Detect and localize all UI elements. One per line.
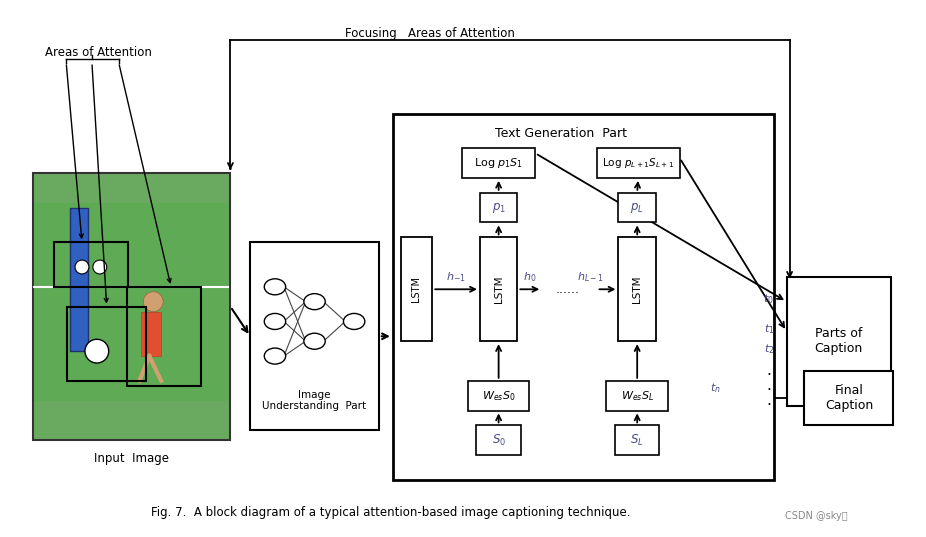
Text: $h_{-1}$: $h_{-1}$ [446,271,466,284]
Ellipse shape [304,333,325,349]
Ellipse shape [264,314,285,330]
Bar [393,114,774,480]
Text: $h_{L-1}$: $h_{L-1}$ [577,271,605,284]
Text: LSTM: LSTM [632,275,642,303]
Text: Image
Understanding  Part: Image Understanding Part [262,390,367,411]
Text: Text Generation  Part: Text Generation Part [495,127,627,140]
Bar [805,371,894,425]
Text: $t_0$: $t_0$ [763,292,774,306]
Bar [480,193,518,222]
Text: ·: · [767,383,771,398]
Ellipse shape [344,314,365,330]
Bar [476,425,521,455]
Text: LSTM: LSTM [494,275,504,303]
Text: $t_2$: $t_2$ [764,342,774,356]
Ellipse shape [264,279,285,295]
Bar [786,277,891,405]
Bar [619,237,656,341]
Text: CSDN @sky赞: CSDN @sky赞 [785,511,847,521]
Text: Final
Caption: Final Caption [825,384,873,412]
Bar [250,242,379,430]
Bar [619,193,656,222]
Bar [32,173,231,440]
Bar [142,311,161,356]
Text: Focusing   Areas of Attention: Focusing Areas of Attention [345,27,515,40]
Bar [127,287,201,386]
Text: Fig. 7.  A block diagram of a typical attention-based image captioning technique: Fig. 7. A block diagram of a typical att… [151,506,631,519]
Bar [468,381,530,410]
Bar [70,208,88,351]
Text: Parts of
Caption: Parts of Caption [815,327,863,355]
Text: $p_L$: $p_L$ [631,201,644,215]
Text: Input  Image: Input Image [94,452,169,465]
Ellipse shape [264,348,285,364]
Text: $S_L$: $S_L$ [631,433,644,448]
Bar [68,307,146,381]
Ellipse shape [304,294,325,310]
Bar [607,381,668,410]
Text: LSTM: LSTM [411,276,421,302]
Text: $t_1$: $t_1$ [764,322,774,336]
Text: $W_{es}S_0$: $W_{es}S_0$ [482,389,516,403]
Bar [616,425,659,455]
Bar [34,202,229,401]
Circle shape [93,260,106,274]
Bar [462,148,535,178]
Text: Log $p_1 S_1$: Log $p_1 S_1$ [474,156,523,170]
Text: Areas of Attention: Areas of Attention [45,46,152,59]
Text: $W_{es}S_L$: $W_{es}S_L$ [620,389,654,403]
Bar [480,237,518,341]
Circle shape [85,339,108,363]
Text: ......: ...... [556,283,580,296]
Text: ·: · [767,368,771,383]
Text: Log $p_{L+1} S_{L+1}$: Log $p_{L+1} S_{L+1}$ [602,156,674,170]
Text: $t_n$: $t_n$ [710,381,720,395]
Bar [55,242,129,287]
Text: $h_0$: $h_0$ [522,271,536,284]
Text: ·: · [767,398,771,413]
Text: $p_1$: $p_1$ [492,201,506,215]
Circle shape [144,292,163,311]
Bar [596,148,680,178]
Circle shape [75,260,89,274]
Text: $S_0$: $S_0$ [492,433,506,448]
Bar [401,237,432,341]
